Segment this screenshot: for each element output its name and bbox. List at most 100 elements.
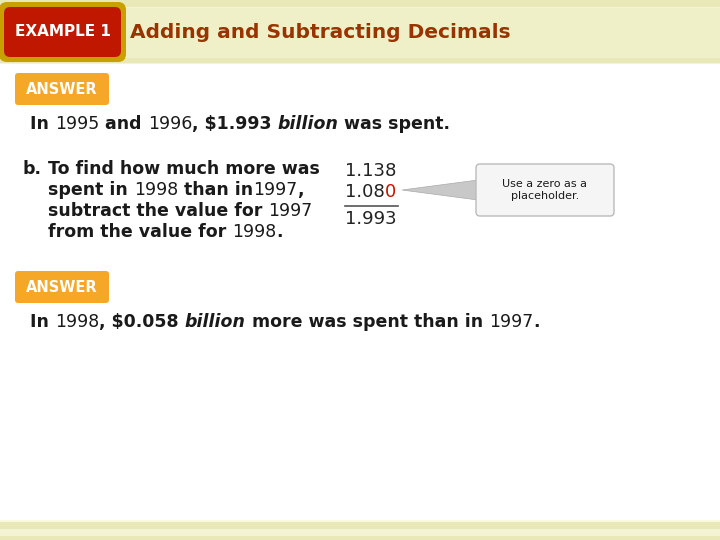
FancyBboxPatch shape — [0, 77, 720, 84]
FancyBboxPatch shape — [0, 406, 720, 413]
FancyBboxPatch shape — [0, 343, 720, 350]
FancyBboxPatch shape — [0, 70, 720, 77]
FancyBboxPatch shape — [0, 462, 720, 469]
FancyBboxPatch shape — [0, 420, 720, 427]
Text: .: . — [276, 223, 283, 241]
FancyBboxPatch shape — [0, 329, 720, 336]
FancyBboxPatch shape — [0, 147, 720, 154]
FancyBboxPatch shape — [0, 56, 720, 63]
Text: ,: , — [297, 181, 304, 199]
FancyBboxPatch shape — [0, 49, 720, 56]
FancyBboxPatch shape — [0, 238, 720, 245]
Text: more was spent than in: more was spent than in — [246, 313, 489, 331]
FancyBboxPatch shape — [0, 175, 720, 182]
FancyBboxPatch shape — [0, 182, 720, 189]
FancyBboxPatch shape — [0, 434, 720, 441]
Text: 1995: 1995 — [55, 115, 99, 133]
Text: ANSWER: ANSWER — [26, 82, 98, 97]
FancyBboxPatch shape — [0, 520, 720, 540]
FancyBboxPatch shape — [0, 529, 720, 536]
FancyBboxPatch shape — [0, 2, 126, 62]
FancyBboxPatch shape — [0, 308, 720, 315]
Text: In: In — [30, 313, 55, 331]
Text: from the value for: from the value for — [48, 223, 233, 241]
Text: , $0.058: , $0.058 — [99, 313, 185, 331]
FancyBboxPatch shape — [15, 271, 109, 303]
FancyBboxPatch shape — [0, 161, 720, 168]
FancyBboxPatch shape — [0, 252, 720, 259]
Text: 1997: 1997 — [269, 202, 312, 220]
Text: ANSWER: ANSWER — [26, 280, 98, 294]
FancyBboxPatch shape — [0, 483, 720, 490]
Text: 1996: 1996 — [148, 115, 192, 133]
FancyBboxPatch shape — [0, 63, 720, 70]
FancyBboxPatch shape — [0, 441, 720, 448]
Text: 1997: 1997 — [253, 181, 297, 199]
Text: 1.08: 1.08 — [345, 183, 384, 201]
Text: than in: than in — [178, 181, 253, 199]
FancyBboxPatch shape — [0, 287, 720, 294]
Text: and: and — [99, 115, 148, 133]
FancyBboxPatch shape — [0, 91, 720, 98]
Text: In: In — [30, 115, 55, 133]
FancyBboxPatch shape — [0, 35, 720, 42]
FancyBboxPatch shape — [0, 7, 720, 14]
FancyBboxPatch shape — [0, 469, 720, 476]
Text: To find how much more was: To find how much more was — [48, 160, 320, 178]
FancyBboxPatch shape — [0, 189, 720, 196]
FancyBboxPatch shape — [0, 539, 720, 540]
Text: 1998: 1998 — [134, 181, 178, 199]
FancyBboxPatch shape — [0, 490, 720, 497]
FancyBboxPatch shape — [0, 203, 720, 210]
FancyBboxPatch shape — [0, 336, 720, 343]
FancyBboxPatch shape — [0, 196, 720, 203]
FancyBboxPatch shape — [0, 392, 720, 399]
Text: .: . — [533, 313, 539, 331]
FancyBboxPatch shape — [0, 245, 720, 252]
FancyBboxPatch shape — [0, 525, 720, 532]
Text: 1998: 1998 — [55, 313, 99, 331]
FancyBboxPatch shape — [0, 168, 720, 175]
FancyBboxPatch shape — [476, 164, 614, 216]
Text: 1.138: 1.138 — [345, 162, 397, 180]
Text: billion: billion — [277, 115, 338, 133]
FancyBboxPatch shape — [0, 259, 720, 266]
FancyBboxPatch shape — [0, 315, 720, 322]
FancyBboxPatch shape — [0, 231, 720, 238]
FancyBboxPatch shape — [0, 64, 720, 540]
FancyBboxPatch shape — [0, 112, 720, 119]
FancyBboxPatch shape — [0, 448, 720, 455]
Text: , $1.993: , $1.993 — [192, 115, 277, 133]
FancyBboxPatch shape — [0, 98, 720, 105]
Text: 1.993: 1.993 — [345, 210, 397, 228]
FancyBboxPatch shape — [0, 119, 720, 126]
FancyBboxPatch shape — [0, 280, 720, 287]
FancyBboxPatch shape — [0, 217, 720, 224]
Text: billion: billion — [185, 313, 246, 331]
Text: was spent.: was spent. — [338, 115, 451, 133]
FancyBboxPatch shape — [0, 210, 720, 217]
Text: 1998: 1998 — [233, 223, 276, 241]
FancyBboxPatch shape — [0, 413, 720, 420]
FancyBboxPatch shape — [15, 73, 109, 105]
FancyBboxPatch shape — [0, 399, 720, 406]
FancyBboxPatch shape — [0, 455, 720, 462]
FancyBboxPatch shape — [0, 154, 720, 161]
FancyBboxPatch shape — [0, 511, 720, 518]
FancyBboxPatch shape — [0, 371, 720, 378]
Text: Use a zero as a
placeholder.: Use a zero as a placeholder. — [503, 179, 588, 201]
FancyBboxPatch shape — [0, 497, 720, 504]
FancyBboxPatch shape — [0, 378, 720, 385]
FancyBboxPatch shape — [0, 522, 720, 529]
FancyBboxPatch shape — [0, 224, 720, 231]
FancyBboxPatch shape — [0, 266, 720, 273]
Text: spent in: spent in — [48, 181, 134, 199]
FancyBboxPatch shape — [4, 7, 121, 57]
Text: subtract the value for: subtract the value for — [48, 202, 269, 220]
FancyBboxPatch shape — [0, 294, 720, 301]
Text: 1997: 1997 — [489, 313, 533, 331]
Text: b.: b. — [22, 160, 41, 178]
FancyBboxPatch shape — [0, 8, 720, 58]
FancyBboxPatch shape — [0, 536, 720, 540]
FancyBboxPatch shape — [0, 518, 720, 525]
